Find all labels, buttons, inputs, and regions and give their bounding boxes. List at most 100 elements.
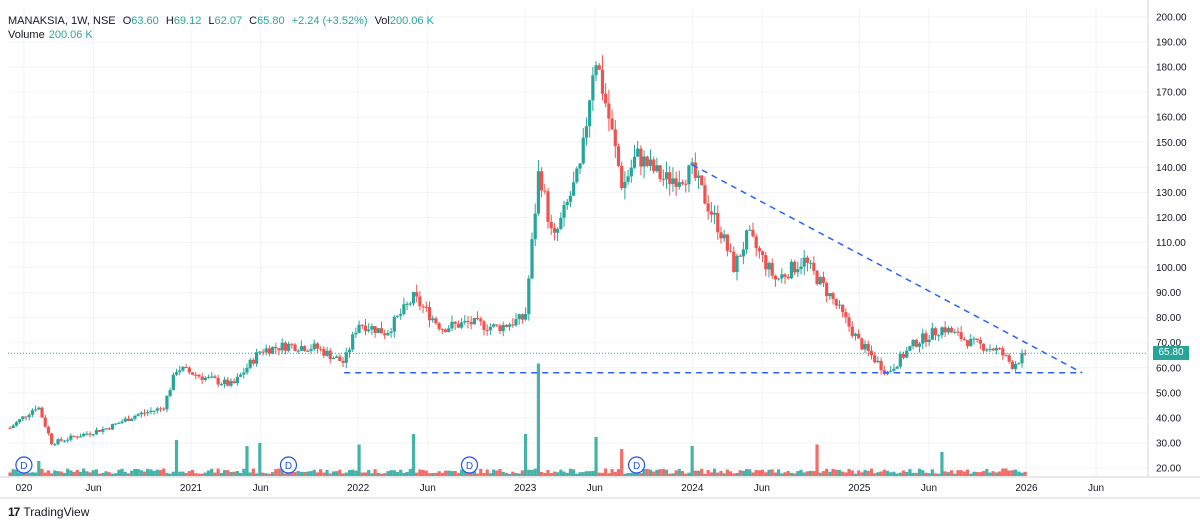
dividend-marker-icon[interactable]: D <box>279 456 298 474</box>
volume-bar <box>825 468 829 476</box>
candle-body <box>206 376 211 378</box>
volume-bar <box>549 473 553 476</box>
candle-body <box>543 190 547 192</box>
y-tick-label: 130.00 <box>1156 188 1187 199</box>
candle-body <box>700 175 704 186</box>
volume-indicator-label[interactable]: Volume <box>8 29 45 41</box>
volume-bar <box>831 468 835 476</box>
volume-bar <box>655 469 659 476</box>
symbol-name[interactable]: MANAKSIA <box>8 15 65 27</box>
volume-bar <box>363 472 368 476</box>
candle-body <box>178 370 182 373</box>
volume-bar <box>491 469 496 476</box>
volume-bar <box>43 472 47 476</box>
volume-bar <box>799 469 803 476</box>
candle-body <box>744 230 749 250</box>
volume-bar <box>104 471 108 476</box>
x-tick-label: Jun <box>85 483 101 494</box>
candle-body <box>328 350 332 360</box>
candle-body <box>562 205 566 218</box>
interval-label[interactable]: 1W <box>70 15 87 27</box>
volume-bar <box>235 470 239 476</box>
volume-bar <box>908 469 912 476</box>
candle-body <box>114 423 118 425</box>
open-label: O <box>122 15 132 27</box>
brand[interactable]: 17 TradingView <box>8 505 89 519</box>
candle-body <box>194 374 198 376</box>
candle-body <box>133 415 137 419</box>
y-tick-label: 190.00 <box>1156 38 1187 49</box>
candle-body <box>777 278 781 280</box>
volume-bar <box>424 470 428 476</box>
candle-body <box>767 262 771 270</box>
volume-bar <box>338 469 342 476</box>
candle-body <box>937 335 941 337</box>
candle-body <box>485 329 489 331</box>
candle-body <box>341 360 345 363</box>
volume-bar <box>857 470 861 476</box>
volume-bar <box>901 470 906 476</box>
volume-bars <box>8 363 1027 476</box>
candle-body <box>850 326 854 336</box>
candle-body <box>873 355 877 363</box>
volume-bar <box>56 471 60 476</box>
volume-bar <box>661 468 665 476</box>
candle-body <box>857 333 861 339</box>
volume-bar <box>540 471 544 476</box>
exchange-label: NSE <box>93 15 116 27</box>
volume-bar <box>786 471 790 476</box>
volume-bar <box>930 469 934 476</box>
candle-body <box>588 100 592 127</box>
candle-body <box>296 350 300 352</box>
candle-body <box>139 412 143 415</box>
candle-body <box>770 262 774 276</box>
candle-body <box>309 349 313 351</box>
candle-body <box>238 374 243 377</box>
dividend-marker-icon[interactable]: D <box>460 456 479 474</box>
volume-bar <box>82 468 86 476</box>
volume-bar <box>85 471 89 476</box>
candle-body <box>408 303 412 305</box>
trendlines[interactable] <box>8 164 1148 374</box>
candle-body <box>741 249 745 257</box>
volume-bar <box>869 468 874 476</box>
candle-body <box>479 318 483 322</box>
volume-bar <box>360 472 364 476</box>
y-tick-label: 40.00 <box>1156 413 1181 424</box>
candle-body <box>677 182 681 187</box>
dividend-marker-icon[interactable]: D <box>627 456 646 474</box>
candle-body <box>530 239 534 279</box>
volume-bar <box>440 472 444 476</box>
volume-bar <box>581 472 585 476</box>
candle-body <box>117 422 121 424</box>
candle-body <box>344 352 348 363</box>
volume-bar <box>680 471 685 476</box>
candle-body <box>280 342 284 351</box>
dividend-marker-icon[interactable]: D <box>15 456 33 474</box>
volume-bar <box>11 469 15 476</box>
volume-bar <box>411 434 416 476</box>
vol-label: Vol <box>374 15 390 27</box>
candle-body <box>120 421 124 423</box>
volume-bar <box>828 471 832 476</box>
candle-body <box>392 316 396 332</box>
candle-body <box>895 366 899 369</box>
volume-bar <box>882 469 886 476</box>
volume-bar <box>367 469 371 476</box>
trendline[interactable] <box>691 164 1083 374</box>
low-label: L <box>208 15 215 27</box>
volume-bar <box>725 469 729 476</box>
close-label: C <box>249 15 258 27</box>
candle-body <box>222 379 227 385</box>
candle-body <box>524 314 528 320</box>
volume-bar <box>645 468 649 476</box>
volume-bar <box>588 471 592 476</box>
volume-bar <box>668 473 672 476</box>
candle-body <box>527 278 531 315</box>
candle-body <box>158 408 163 410</box>
volume-bar <box>78 471 83 476</box>
candle-body <box>629 167 633 177</box>
